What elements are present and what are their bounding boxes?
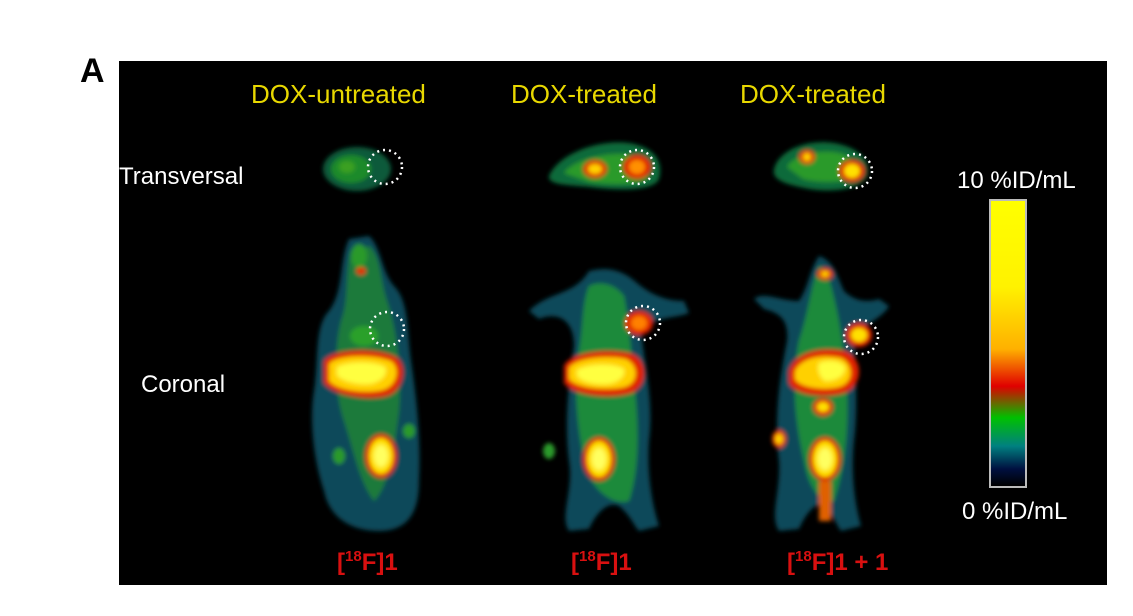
pet-scans [312,142,889,531]
column-title-treated: DOX-treated [511,79,657,109]
column-title-treated-blocked: DOX-treated [740,79,886,109]
tracer-label-1: [18F]1 [337,548,398,576]
scan-treated [529,142,689,531]
scan-treated-blocked [754,142,889,531]
column-title-untreated: DOX-untreated [251,79,426,109]
tracer-label-3: [18F]1 + 1 [787,548,889,576]
tumor-marker [836,152,874,190]
pet-image-panel: DOX-untreated DOX-treated DOX-treated Tr… [119,61,1107,585]
colorbar-min-label: 0 %ID/mL [962,498,1068,525]
scan-untreated [312,147,420,531]
panel-letter: A [80,52,105,90]
colorbar [989,199,1027,488]
tracer-label-2: [18F]1 [571,548,632,576]
tumor-marker [618,148,656,186]
row-label-coronal: Coronal [141,371,226,398]
tumor-marker [366,148,404,186]
colorbar-max-label: 10 %ID/mL [957,167,1076,194]
tumor-marker [368,310,406,348]
tumor-marker [842,318,880,356]
tumor-marker [624,304,662,342]
row-label-transversal: Transversal [119,163,244,190]
